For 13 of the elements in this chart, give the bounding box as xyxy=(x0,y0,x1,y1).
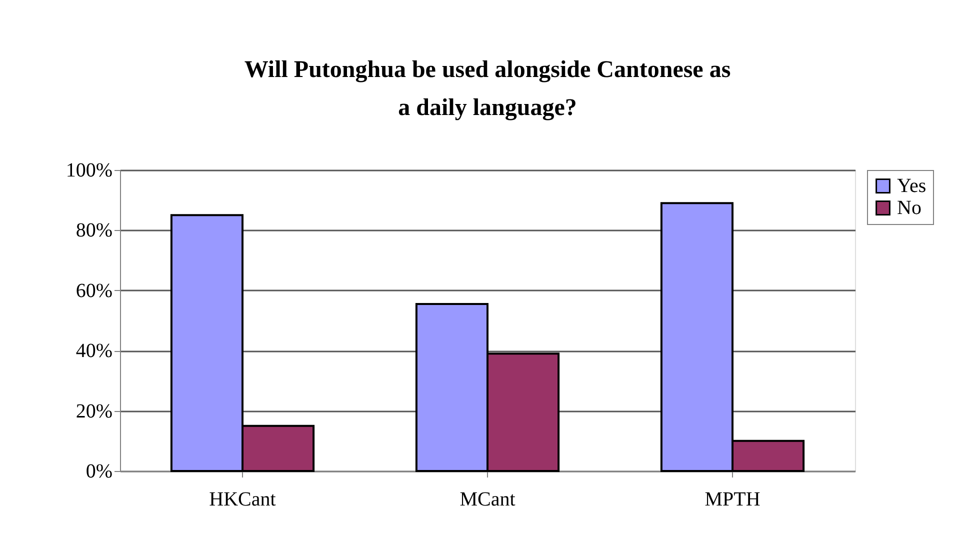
x-tick-label: MPTH xyxy=(704,488,760,510)
y-tick-label: 20% xyxy=(76,400,112,422)
y-tick-label: 0% xyxy=(86,460,112,482)
y-tick-label: 80% xyxy=(76,220,112,242)
x-tick-label: HKCant xyxy=(209,488,276,510)
y-tick-label: 100% xyxy=(66,160,112,182)
legend-label: No xyxy=(897,197,922,219)
text: a daily language? xyxy=(398,95,577,121)
y-tick-label: 60% xyxy=(76,280,112,302)
x-tick-label: MCant xyxy=(460,488,516,510)
legend-label: Yes xyxy=(897,175,926,197)
text: Will Putonghua be used alongside Cantonese as xyxy=(244,57,731,83)
y-tick-label: 40% xyxy=(76,340,112,362)
